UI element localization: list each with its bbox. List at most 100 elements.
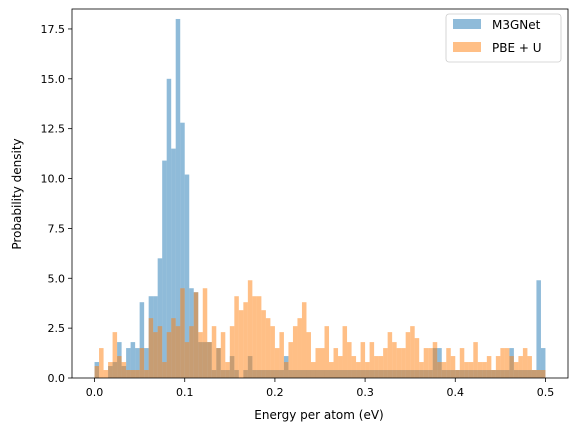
bar-pbe-u-88 — [491, 370, 496, 378]
bar-pbe-u-15 — [162, 362, 167, 378]
bar-pbe-u-42 — [283, 362, 289, 378]
bar-pbe-u-66 — [392, 342, 397, 378]
bar-pbe-u-20 — [184, 342, 190, 378]
bar-m3gnet-8 — [130, 342, 136, 378]
bar-m3gnet-98 — [536, 280, 541, 378]
bar-pbe-u-29 — [225, 362, 230, 378]
bar-pbe-u-78 — [446, 348, 451, 378]
y-axis-label: Probability density — [10, 138, 24, 249]
bar-pbe-u-26 — [211, 326, 217, 378]
y-tick-label: 0.0 — [48, 372, 66, 385]
bar-m3gnet-19 — [180, 122, 185, 378]
bar-pbe-u-48 — [310, 362, 316, 378]
bar-pbe-u-56 — [347, 342, 352, 378]
bar-pbe-u-90 — [500, 348, 505, 378]
bar-pbe-u-98 — [536, 370, 541, 378]
bar-pbe-u-87 — [486, 356, 492, 378]
x-tick-label: 0.4 — [447, 386, 465, 399]
y-tick-label: 12.5 — [41, 123, 66, 136]
bar-pbe-u-33 — [243, 302, 248, 378]
bar-m3gnet-14 — [157, 258, 163, 378]
x-axis-ticks: 0.0 0.1 0.2 0.3 0.4 0.5 — [86, 378, 554, 399]
plot-frame — [71, 8, 569, 379]
bar-pbe-u-93 — [513, 362, 519, 378]
bar-pbe-u-58 — [356, 362, 361, 378]
bar-pbe-u-65 — [387, 332, 393, 378]
bar-pbe-u-45 — [297, 318, 302, 378]
bar-pbe-u-32 — [238, 310, 244, 378]
bar-m3gnet-11 — [144, 348, 149, 378]
bar-pbe-u-64 — [383, 348, 388, 378]
bar-pbe-u-40 — [274, 348, 280, 378]
bar-pbe-u-21 — [189, 326, 194, 378]
bar-pbe-u-12 — [148, 318, 154, 378]
bar-m3gnet-18 — [175, 18, 181, 379]
bar-m3gnet-7 — [126, 348, 131, 378]
bar-m3gnet-16 — [166, 78, 172, 378]
bar-pbe-u-71 — [414, 338, 420, 378]
bar-pbe-u-6 — [121, 362, 127, 378]
bar-pbe-u-95 — [522, 348, 528, 378]
x-tick-label: 0.3 — [356, 386, 374, 399]
bar-m3gnet-9 — [135, 348, 140, 378]
bar-pbe-u-27 — [216, 348, 221, 378]
bar-pbe-u-36 — [256, 296, 262, 378]
bar-pbe-u-35 — [252, 296, 257, 378]
bar-pbe-u-50 — [320, 348, 325, 378]
bar-pbe-u-39 — [270, 326, 275, 378]
bar-pbe-u-51 — [324, 326, 330, 378]
bar-pbe-u-49 — [315, 348, 320, 378]
bar-pbe-u-92 — [509, 356, 514, 378]
bar-pbe-u-97 — [531, 370, 537, 378]
bar-pbe-u-14 — [157, 326, 163, 378]
x-tick-label: 0.1 — [176, 386, 194, 399]
y-tick-label: 10.0 — [41, 173, 66, 186]
bar-pbe-u-47 — [306, 332, 311, 378]
bar-pbe-u-28 — [220, 332, 226, 378]
bar-pbe-u-2 — [103, 370, 109, 378]
bar-pbe-u-52 — [329, 362, 334, 378]
bar-pbe-u-61 — [369, 342, 375, 378]
bar-pbe-u-77 — [441, 362, 447, 378]
bar-pbe-u-67 — [396, 348, 402, 378]
y-tick-label: 15.0 — [41, 73, 66, 86]
y-tick-label: 17.5 — [41, 23, 66, 36]
bar-pbe-u-11 — [144, 370, 149, 378]
bar-pbe-u-81 — [459, 348, 465, 378]
y-tick-label: 7.5 — [48, 222, 66, 235]
bar-pbe-u-9 — [135, 370, 140, 378]
y-axis-ticks: 0.0 2.5 5.0 7.5 10.0 12.5 15.0 17.5 — [41, 23, 72, 385]
bar-pbe-u-34 — [247, 280, 253, 378]
bar-pbe-u-74 — [428, 348, 433, 378]
legend-label-pbe-u: PBE + U — [492, 41, 542, 55]
bar-pbe-u-86 — [482, 362, 487, 378]
bar-m3gnet-10 — [139, 302, 145, 378]
bar-pbe-u-94 — [518, 356, 523, 378]
legend-swatch-m3gnet — [453, 19, 481, 29]
bar-pbe-u-30 — [229, 326, 235, 378]
bar-pbe-u-17 — [171, 318, 176, 378]
bar-m3gnet-15 — [162, 160, 167, 378]
y-tick-label: 5.0 — [48, 272, 66, 285]
bar-pbe-u-55 — [342, 326, 348, 378]
bar-pbe-u-13 — [153, 332, 158, 378]
x-tick-label: 0.5 — [537, 386, 555, 399]
legend-swatch-pbe-u — [453, 42, 481, 52]
bar-pbe-u-68 — [401, 348, 406, 378]
bar-pbe-u-37 — [261, 310, 266, 378]
bar-pbe-u-3 — [108, 362, 113, 378]
bar-pbe-u-70 — [410, 326, 415, 378]
legend-label-m3gnet: M3GNet — [492, 18, 541, 32]
bar-pbe-u-44 — [292, 326, 298, 378]
bar-pbe-u-10 — [139, 348, 145, 378]
bar-pbe-u-63 — [378, 356, 384, 378]
bar-pbe-u-72 — [419, 362, 424, 378]
bar-pbe-u-31 — [234, 296, 239, 378]
bar-pbe-u-83 — [468, 362, 474, 378]
bar-pbe-u-91 — [504, 348, 510, 378]
bar-pbe-u-38 — [265, 318, 271, 378]
bar-pbe-u-54 — [338, 356, 343, 378]
y-tick-label: 2.5 — [48, 322, 66, 335]
bar-pbe-u-7 — [126, 370, 131, 378]
bar-pbe-u-84 — [473, 342, 478, 378]
